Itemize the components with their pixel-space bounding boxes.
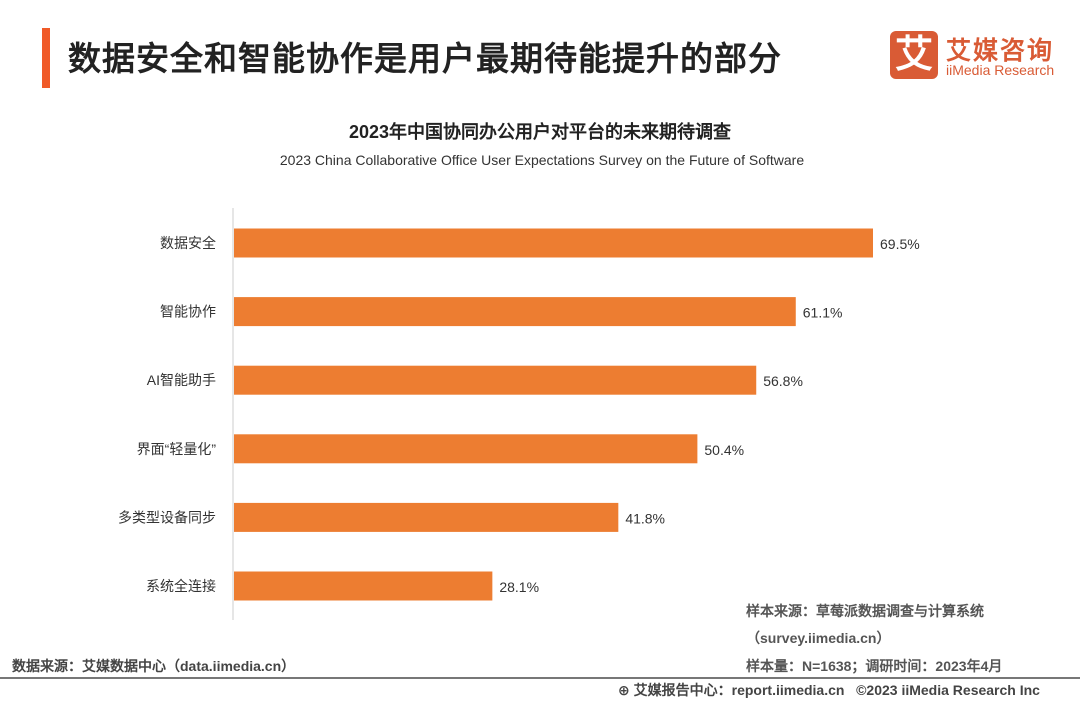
- category-label: 智能协作: [160, 304, 216, 320]
- category-label: AI智能助手: [147, 372, 216, 388]
- logo-en: iiMedia Research: [946, 62, 1055, 78]
- bar: [234, 434, 698, 464]
- data-label: 56.8%: [763, 373, 803, 389]
- chart-title: 2023年中国协同办公用户对平台的未来期待调查: [348, 122, 732, 142]
- chart-subtitle: 2023 China Collaborative Office User Exp…: [279, 152, 805, 168]
- footer-divider: [0, 677, 1080, 679]
- category-label: 数据安全: [160, 235, 216, 251]
- logo-cn: 艾媒咨询: [946, 37, 1055, 65]
- globe-icon: ⊕: [618, 682, 634, 698]
- copyright: ©2023 iiMedia Research Inc: [856, 682, 1040, 698]
- report-center: 艾媒报告中心：report.iimedia.cn: [633, 682, 845, 698]
- bar: [234, 502, 619, 532]
- data-label: 41.8%: [625, 510, 665, 526]
- page-title: 数据安全和智能协作是用户最期待能提升的部分: [68, 40, 782, 77]
- bar: [234, 571, 493, 601]
- category-label: 系统全连接: [146, 578, 216, 594]
- data-label: 61.1%: [803, 305, 843, 321]
- iimedia-logo: 艾 艾媒咨询 iiMedia Research: [890, 31, 1062, 81]
- title-accent-bar: [42, 28, 50, 88]
- bar: [234, 297, 796, 327]
- footer-text: ⊕ 艾媒报告中心：report.iimedia.cn ©2023 iiMedia…: [618, 680, 1040, 700]
- category-label: 多类型设备同步: [118, 509, 216, 525]
- data-label: 69.5%: [880, 236, 920, 252]
- sample-source: 样本来源：草莓派数据调查与计算系统: [746, 603, 984, 619]
- data-label: 50.4%: [704, 442, 744, 458]
- data-source: 数据来源：艾媒数据中心（data.iimedia.cn）: [12, 658, 296, 674]
- sample-size: 样本量：N=1638；调研时间：2023年4月: [746, 658, 1003, 674]
- sample-url: （survey.iimedia.cn）: [746, 630, 891, 646]
- bar: [234, 365, 757, 395]
- logo-mark: 艾: [890, 31, 938, 79]
- data-label: 28.1%: [499, 579, 539, 595]
- bar: [234, 228, 873, 258]
- category-label: 界面“轻量化”: [137, 441, 217, 457]
